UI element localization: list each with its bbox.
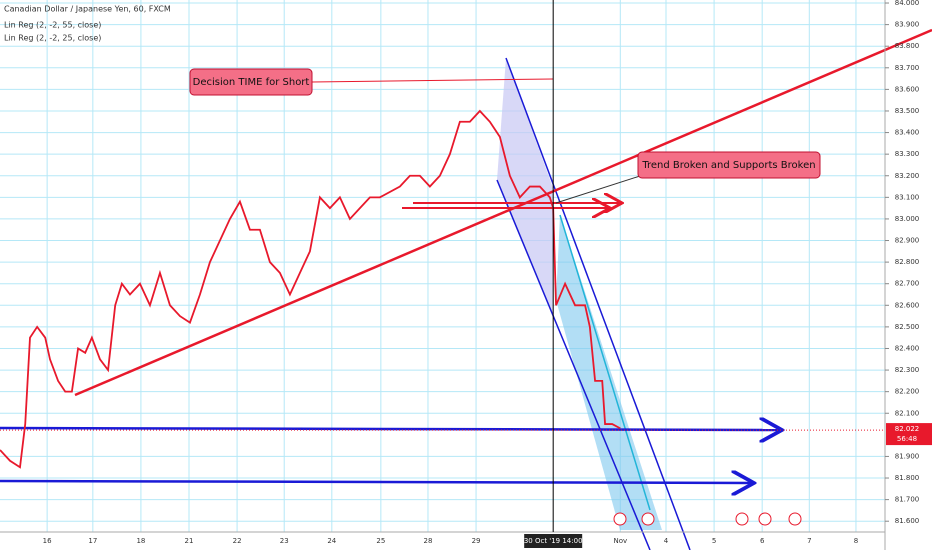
- event-icon: [735, 512, 749, 526]
- regression-channel: [556, 215, 662, 530]
- y-tick-label: 82.600: [895, 301, 920, 309]
- price-tag: [886, 423, 932, 446]
- channel-line: [505, 57, 691, 550]
- y-tick-label: 82.400: [895, 344, 920, 352]
- y-tick-label: 83.500: [895, 107, 920, 115]
- grid: [0, 0, 885, 532]
- x-tick-label: 22: [233, 537, 242, 545]
- x-tick-label: 29: [472, 537, 481, 545]
- y-tick-label: 83.600: [895, 85, 920, 93]
- indicator-label: Lin Reg (2, -2, 25, close): [4, 34, 101, 43]
- y-tick-label: 83.900: [895, 21, 920, 29]
- x-tick-label: 24: [327, 537, 336, 545]
- horizontal-line: [0, 481, 754, 483]
- y-tick-label: 83.200: [895, 172, 920, 180]
- event-icon: [758, 512, 772, 526]
- y-tick-label: 81.600: [895, 517, 920, 525]
- callout-pointer: [555, 175, 641, 204]
- y-tick-label: 83.400: [895, 129, 920, 137]
- event-icon: [788, 512, 802, 526]
- channel-line: [559, 214, 651, 511]
- y-tick-label: 83.800: [895, 42, 920, 50]
- x-tick-label: 16: [43, 537, 52, 545]
- price-line: [0, 109, 621, 469]
- callout: [637, 151, 821, 179]
- x-tick-label: 18: [136, 537, 145, 545]
- x-tick-label: 7: [807, 537, 811, 545]
- x-tick-label: 21: [185, 537, 194, 545]
- x-tick-label: 5: [712, 537, 716, 545]
- y-tick-label: 82.700: [895, 280, 920, 288]
- crosshair-label: 30 Oct '19 14:00: [524, 537, 583, 545]
- y-tick-label: 82.100: [895, 409, 920, 417]
- x-tick-label: 8: [854, 537, 858, 545]
- header: Canadian Dollar / Japanese Yen, 60, FXCM…: [4, 5, 171, 43]
- x-tick-label: 17: [88, 537, 97, 545]
- x-tick-label: 6: [760, 537, 765, 545]
- y-tick-label: 83.100: [895, 193, 920, 201]
- trend-line: [74, 28, 932, 397]
- y-tick-label: 82.900: [895, 237, 920, 245]
- countdown-label: 56:48: [897, 435, 917, 443]
- y-tick-label: 83.300: [895, 150, 920, 158]
- callout: [189, 68, 313, 96]
- y-tick-label: 81.900: [895, 452, 920, 460]
- x-tick-label: 23: [280, 537, 289, 545]
- y-tick-label: 84.000: [895, 0, 920, 7]
- y-tick-label: 82.200: [895, 388, 920, 396]
- symbol-title: Canadian Dollar / Japanese Yen, 60, FXCM: [4, 5, 171, 14]
- callout-pointer: [311, 78, 554, 83]
- x-tick-label: Nov: [613, 537, 627, 545]
- event-icon: [613, 512, 627, 526]
- regression-channel: [497, 58, 553, 315]
- indicator-label: Lin Reg (2, -2, 55, close): [4, 21, 101, 30]
- y-tick-label: 81.800: [895, 474, 920, 482]
- y-tick-label: 83.700: [895, 64, 920, 72]
- x-tick-label: 28: [424, 537, 433, 545]
- channel-line: [496, 179, 651, 550]
- y-tick-label: 81.700: [895, 496, 920, 504]
- callout-text: Trend Broken and Supports Broken: [641, 160, 815, 171]
- y-tick-label: 82.500: [895, 323, 920, 331]
- x-tick-label: 25: [376, 537, 385, 545]
- event-icons: [613, 512, 802, 526]
- price-tag-label: 82.022: [895, 425, 920, 433]
- x-tick-label: 4: [664, 537, 669, 545]
- crosshair-label-bg: [524, 534, 583, 548]
- y-tick-label: 82.300: [895, 366, 920, 374]
- event-icon: [641, 512, 655, 526]
- callout-text: Decision TIME for Short: [193, 77, 310, 88]
- y-tick-label: 83.000: [895, 215, 920, 223]
- y-tick-label: 82.800: [895, 258, 920, 266]
